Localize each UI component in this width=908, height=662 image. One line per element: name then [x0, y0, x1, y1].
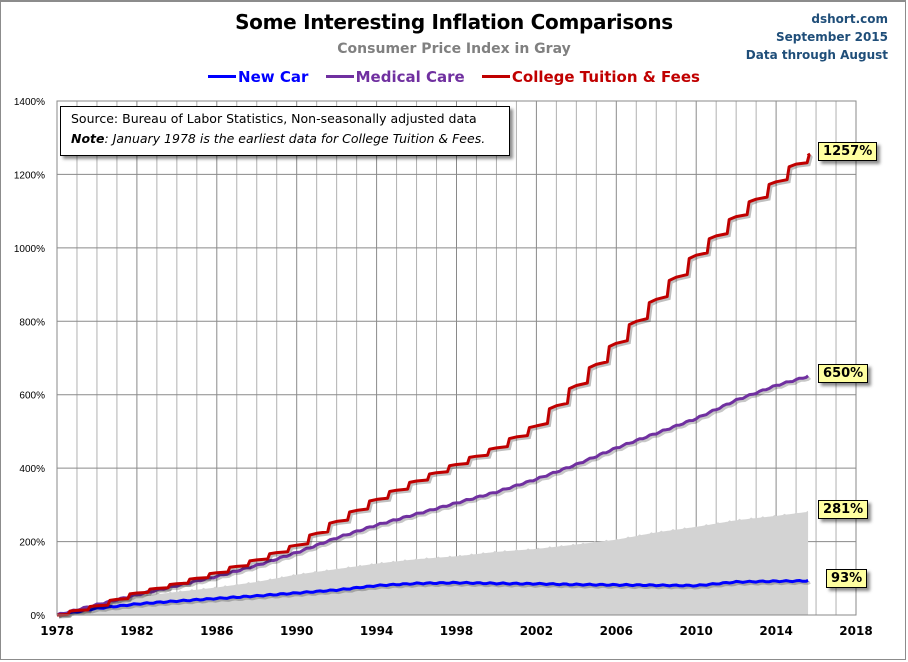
source-note-box: Source: Bureau of Labor Statistics, Non-… [60, 106, 510, 156]
note-line: Note: January 1978 is the earliest data … [71, 129, 499, 149]
y-tick-label: 1200% [14, 170, 45, 181]
end-label-medical-care: 650% [818, 364, 869, 384]
series-group [56, 152, 813, 619]
x-tick-label: 2014 [759, 624, 792, 638]
y-tick-label: 200% [19, 538, 45, 549]
end-label-new-car: 93% [826, 568, 868, 588]
legend-item-medical-care: Medical Care [325, 67, 465, 86]
credit-block: dshort.com September 2015 Data through A… [746, 10, 888, 64]
legend-item-college-tuition: College Tuition & Fees [481, 67, 700, 86]
legend-item-new-car: New Car [208, 68, 308, 86]
x-tick-label: 2002 [520, 624, 553, 638]
note-text: : January 1978 is the earliest data for … [104, 131, 486, 146]
legend-swatch-college-tuition [481, 75, 510, 78]
axes: 0% 200% 400% 600% 800% 1000% 1200% 1400% 1978 198… [14, 97, 873, 638]
x-tick-label: 2018 [839, 624, 872, 638]
credit-site: dshort.com [811, 12, 888, 26]
y-tick-label: 1400% [14, 97, 45, 108]
series-shadow-medical-care [58, 376, 812, 619]
source-text: Source: Bureau of Labor Statistics, Non-… [71, 111, 477, 126]
credit-date: September 2015 [776, 30, 888, 44]
legend-label-medical-care: Medical Care [355, 67, 465, 86]
legend-swatch-medical-care [325, 75, 354, 78]
y-tick-label: 0% [31, 611, 46, 622]
chart-title: Some Interesting Inflation Comparisons [235, 10, 673, 34]
x-tick-label: 1998 [440, 624, 473, 638]
legend: New Car Medical Care College Tuition & F… [0, 64, 908, 86]
y-tick-label: 600% [19, 391, 45, 402]
series-line-college-tuition-fees [56, 152, 811, 617]
series-area-consumer-price-index [57, 510, 809, 615]
x-tick-label: 1990 [280, 624, 313, 638]
x-tick-label: 1994 [360, 624, 393, 638]
series-shadow-new-car [58, 580, 811, 619]
end-label-college-tuition-fees: 1257% [818, 141, 878, 161]
x-tick-label: 1986 [200, 624, 233, 638]
series-shadow-college-tuition-fees [58, 154, 813, 619]
y-tick-label: 400% [19, 464, 45, 475]
chart-subtitle: Consumer Price Index in Gray [337, 41, 571, 57]
legend-swatch-new-car [208, 75, 237, 78]
end-label-consumer-price-index: 281% [818, 499, 869, 519]
series-line-new-car [56, 579, 809, 617]
legend-label-college-tuition: College Tuition & Fees [511, 67, 700, 86]
legend-label-new-car: New Car [238, 67, 309, 86]
x-tick-label: 2006 [600, 624, 633, 638]
credit-note: Data through August [745, 48, 888, 62]
x-tick-label: 1982 [120, 624, 153, 638]
x-tick-label: 2010 [679, 624, 712, 638]
note-label: Note [71, 131, 105, 146]
y-tick-label: 800% [19, 317, 45, 328]
x-tick-label: 1978 [40, 624, 73, 638]
plot-area-border [56, 100, 857, 616]
y-tick-label: 1000% [14, 244, 45, 255]
